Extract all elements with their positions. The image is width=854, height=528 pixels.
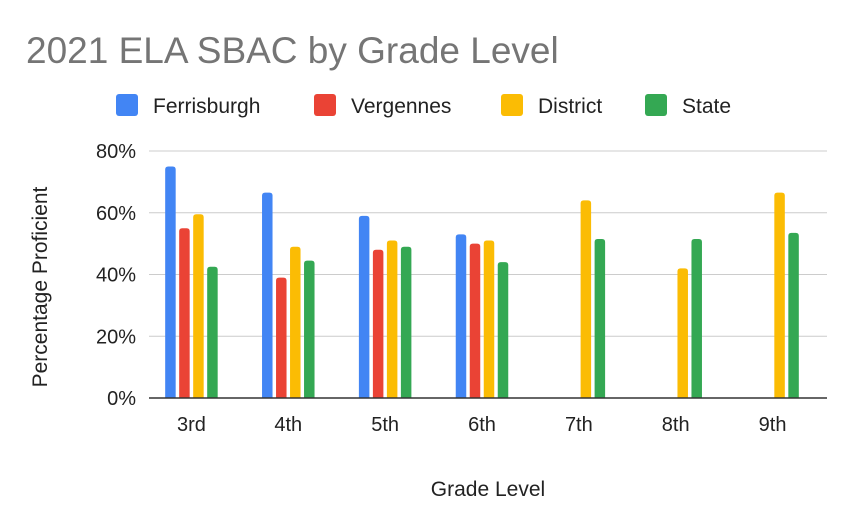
chart-title: 2021 ELA SBAC by Grade Level — [26, 30, 559, 71]
bar-district-7th — [580, 200, 592, 398]
bar-district-3rd — [193, 214, 204, 398]
bar-ferrisburgh-6th — [455, 234, 467, 398]
y-tick-label: 60% — [96, 203, 136, 225]
x-tick-label: 8th — [662, 414, 690, 436]
x-tick-label: 7th — [565, 414, 593, 436]
bar-ferrisburgh-3rd — [165, 166, 176, 398]
bar-district-4th — [290, 246, 301, 398]
x-tick-label: 6th — [468, 414, 496, 436]
bar-ferrisburgh-5th — [358, 215, 370, 398]
y-tick-label: 40% — [96, 265, 136, 287]
x-axis-label: Grade Level — [431, 478, 545, 501]
y-axis-label: Percentage Proficient — [29, 186, 52, 387]
y-tick-label: 80% — [96, 141, 136, 163]
x-tick-label: 5th — [371, 414, 399, 436]
x-tick-label: 3rd — [177, 414, 206, 436]
legend-label-vergennes: Vergennes — [351, 95, 451, 118]
legend-label-district: District — [538, 95, 602, 118]
bar-district-9th — [774, 192, 785, 398]
legend-swatch-vergennes — [314, 94, 336, 116]
bar-district-8th — [677, 268, 688, 398]
bar-state-4th — [304, 260, 315, 398]
legend: Ferrisburgh Vergennes District State — [116, 94, 731, 118]
bar-state-5th — [400, 246, 412, 398]
legend-label-state: State — [682, 95, 731, 118]
legend-label-ferrisburgh: Ferrisburgh — [153, 95, 260, 118]
bar-vergennes-5th — [372, 249, 384, 398]
x-tick-label: 9th — [759, 414, 787, 436]
bar-district-6th — [483, 240, 495, 398]
bar-state-9th — [788, 232, 799, 398]
bar-vergennes-6th — [469, 243, 481, 398]
bar-ferrisburgh-4th — [262, 192, 273, 398]
legend-swatch-district — [501, 94, 523, 116]
y-tick-label: 0% — [107, 388, 136, 410]
x-axis-ticks: 3rd 4th 5th 6th 7th 8th 9th — [177, 414, 787, 436]
bar-state-3rd — [207, 266, 218, 398]
bars — [165, 166, 799, 398]
bar-state-6th — [497, 262, 509, 398]
bar-vergennes-4th — [276, 277, 287, 398]
bar-state-8th — [691, 238, 702, 398]
y-tick-label: 20% — [96, 326, 136, 348]
bar-state-7th — [594, 238, 606, 398]
y-axis-ticks: 0% 20% 40% 60% 80% — [96, 141, 136, 410]
x-tick-label: 4th — [274, 414, 302, 436]
legend-swatch-state — [645, 94, 667, 116]
legend-swatch-ferrisburgh — [116, 94, 138, 116]
bar-district-5th — [386, 240, 398, 398]
bar-vergennes-3rd — [179, 228, 190, 398]
